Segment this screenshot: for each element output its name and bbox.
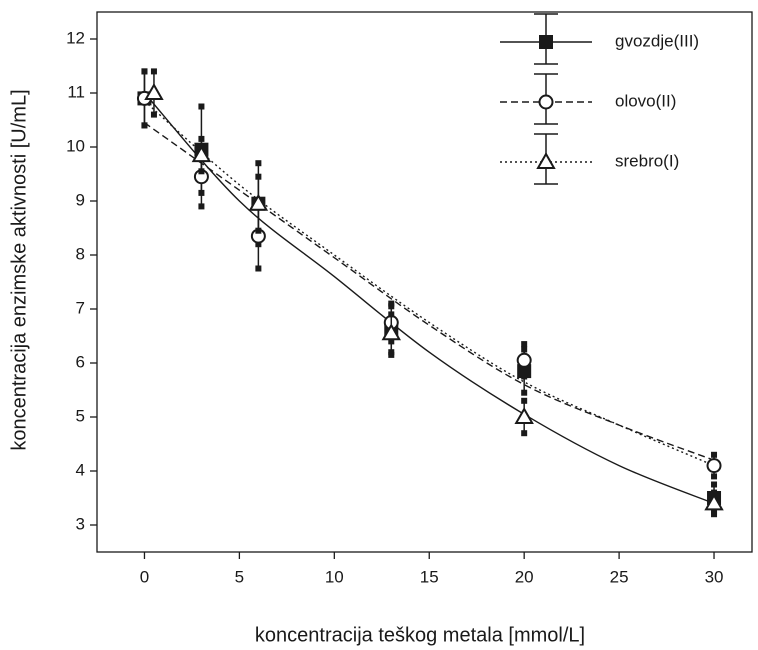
legend-marker [538, 94, 554, 110]
x-tick-label: 25 [610, 567, 629, 586]
data-point [706, 458, 722, 474]
y-tick-label: 9 [76, 190, 85, 209]
x-tick-label: 5 [235, 567, 244, 586]
error-cap [198, 103, 205, 110]
error-cap [141, 68, 148, 75]
error-cap [521, 430, 528, 437]
error-cap [388, 300, 395, 307]
y-tick-label: 7 [76, 298, 85, 317]
legend-label: srebro(I) [615, 151, 679, 170]
y-tick-label: 11 [67, 82, 85, 101]
y-axis-title: koncentracija enzimske aktivnosti [U/mL] [8, 89, 30, 450]
legend-marker [539, 35, 553, 49]
data-point [516, 352, 532, 368]
error-cap [150, 68, 157, 75]
error-cap [711, 473, 718, 480]
error-cap [198, 203, 205, 210]
error-cap [521, 397, 528, 404]
data-point [191, 145, 212, 163]
error-cap [388, 349, 395, 356]
y-tick-label: 4 [76, 460, 85, 479]
x-tick-label: 0 [140, 567, 149, 586]
error-cap [255, 265, 262, 272]
error-cap [388, 311, 395, 318]
plot-frame [96, 11, 753, 553]
fit-curve [143, 92, 715, 505]
y-tick-label: 8 [76, 244, 85, 263]
error-cap [255, 160, 262, 167]
error-cap [521, 389, 528, 396]
legend-label: olovo(II) [615, 91, 676, 110]
data-point [381, 323, 401, 341]
error-cap [711, 511, 718, 518]
legend-label: gvozdje(III) [615, 31, 699, 50]
error-cap [711, 481, 718, 488]
data-point [144, 82, 164, 100]
error-cap [198, 168, 205, 175]
y-tick-label: 12 [66, 28, 85, 47]
error-cap [255, 173, 262, 180]
legend-marker [536, 151, 556, 169]
x-tick-label: 10 [325, 567, 344, 586]
error-cap [521, 341, 528, 348]
x-axis-title: koncentracija teškog metala [mmol/L] [255, 624, 585, 646]
data-point [248, 193, 269, 211]
fit-curve [144, 100, 715, 467]
y-tick-label: 6 [76, 352, 85, 371]
error-cap [521, 373, 528, 380]
error-cap [711, 489, 718, 496]
data-point [704, 493, 724, 511]
fit-curve [144, 122, 715, 461]
x-tick-label: 20 [515, 567, 534, 586]
error-cap [198, 135, 205, 142]
y-tick-label: 5 [76, 406, 85, 425]
x-tick-label: 30 [705, 567, 724, 586]
error-cap [141, 122, 148, 129]
error-cap [255, 227, 262, 234]
error-cap [711, 451, 718, 458]
y-tick-label: 3 [76, 514, 85, 533]
data-point [514, 406, 534, 424]
y-tick-label: 10 [66, 136, 85, 155]
error-cap [150, 111, 157, 118]
x-tick-label: 15 [420, 567, 439, 586]
